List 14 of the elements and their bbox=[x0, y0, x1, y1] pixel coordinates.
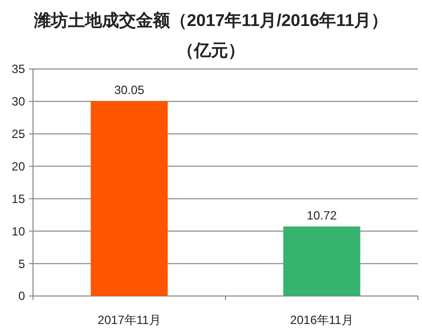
y-tick-label: 5 bbox=[18, 256, 26, 271]
x-tick-label: 2017年11月 bbox=[98, 313, 161, 327]
y-tick-label: 10 bbox=[12, 224, 26, 238]
y-tick-label: 25 bbox=[12, 127, 26, 142]
y-tick-label: 20 bbox=[12, 159, 26, 174]
y-tick-label: 15 bbox=[12, 192, 26, 206]
chart-title: 潍坊土地成交金额（2017年11月/2016年11月） bbox=[32, 11, 388, 30]
data-label: 10.72 bbox=[306, 208, 338, 222]
y-tick-label: 30 bbox=[12, 94, 26, 109]
x-tick-label: 2016年11月 bbox=[290, 313, 354, 327]
y-tick-label: 35 bbox=[12, 62, 26, 76]
y-tick-label: 0 bbox=[18, 289, 26, 304]
data-label: 30.05 bbox=[114, 83, 145, 98]
chart-subtitle: （亿元） bbox=[177, 41, 245, 60]
